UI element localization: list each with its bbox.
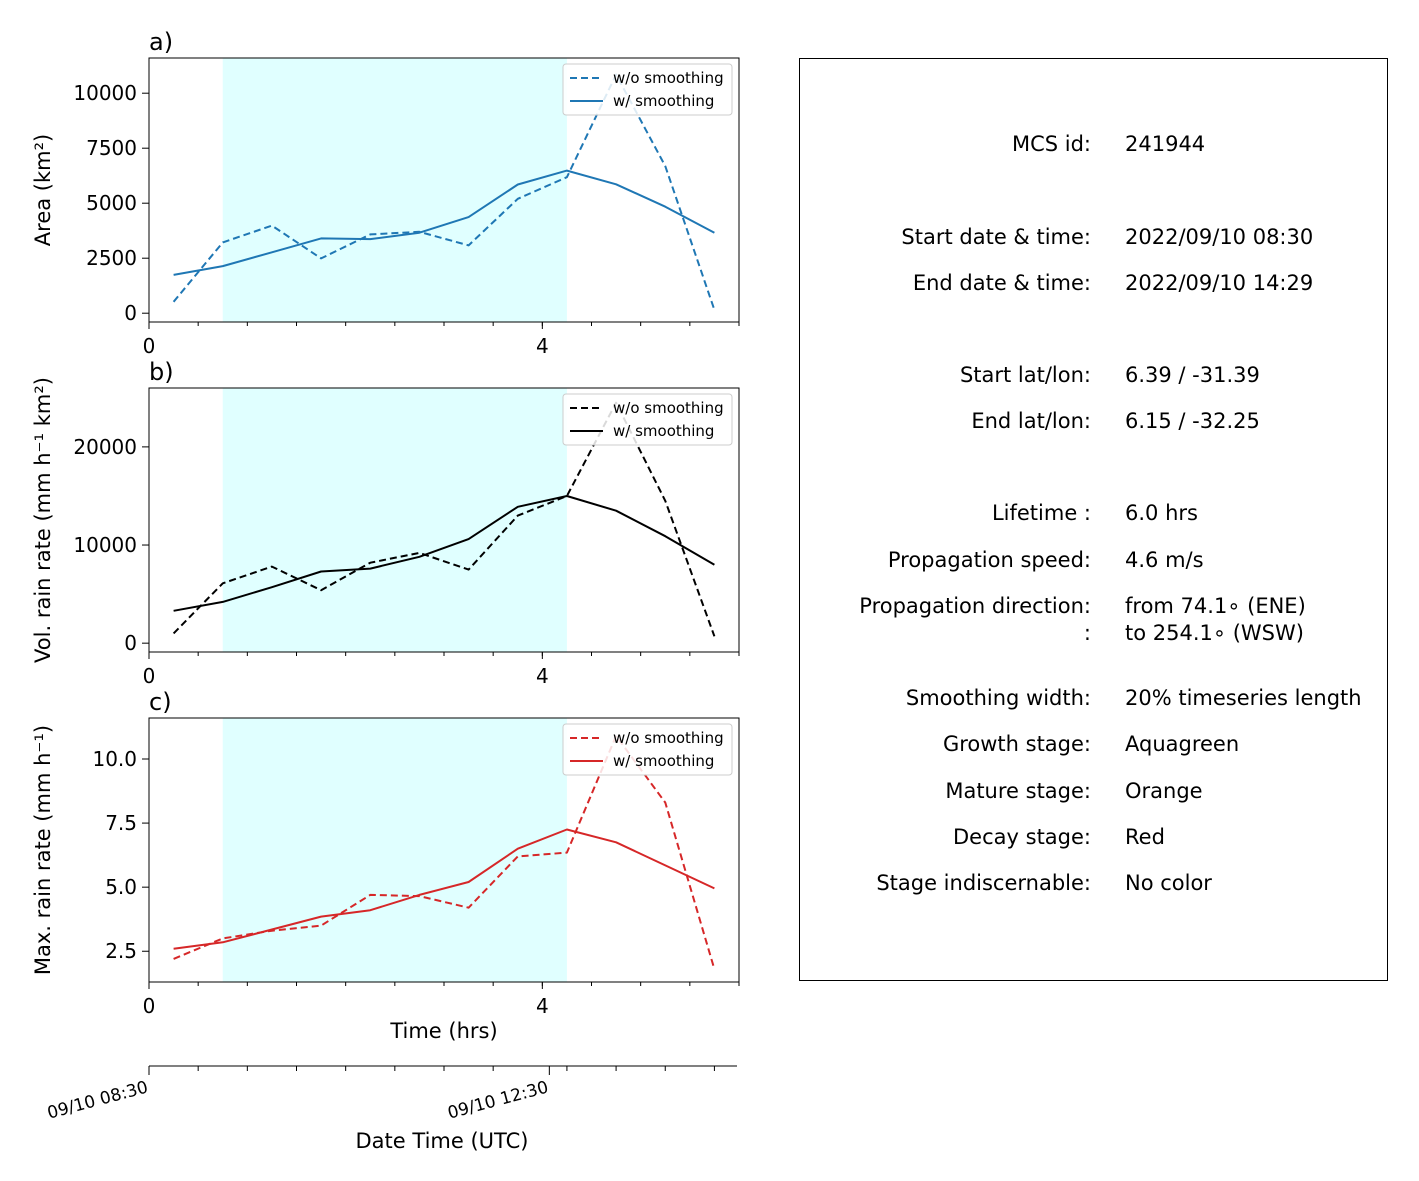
date-tick-label: 09/10 08:30: [45, 1078, 150, 1124]
legend-entry: w/ smoothing: [613, 422, 714, 440]
info-value: Orange: [1125, 779, 1203, 803]
legend-entry: w/o smoothing: [613, 399, 724, 417]
growth-stage-band: [222, 718, 567, 982]
legend-entry: w/o smoothing: [613, 69, 724, 87]
info-key: Start date & time:: [901, 225, 1091, 249]
series-line-smoothed: [173, 169, 715, 276]
info-value: 20% timeseries length: [1125, 686, 1362, 710]
date-tick-label: 09/10 12:30: [446, 1078, 551, 1124]
legend: w/o smoothing w/ smoothing: [562, 63, 733, 116]
panel-label: b): [149, 358, 174, 386]
info-key: Decay stage:: [953, 825, 1091, 849]
info-key: Lifetime :: [991, 501, 1091, 525]
info-value: Aquagreen: [1125, 732, 1240, 756]
chart-panel-3: 2.5 5.0 7.5 10.0 0 4 Max. rain rate (mm h⁻¹) c)…: [31, 688, 740, 1043]
y-axis-label: Area (km²): [31, 134, 55, 246]
series-line-smoothed: [173, 828, 715, 950]
info-value: 2022/09/10 08:30: [1125, 225, 1314, 249]
info-key: MCS id:: [1011, 132, 1091, 156]
legend-box: [562, 723, 733, 776]
y-tick-label: 2500: [86, 246, 137, 270]
info-value: 6.15 / -32.25: [1125, 409, 1260, 433]
y-tick-label: 10000: [73, 533, 137, 557]
info-value: Red: [1125, 825, 1165, 849]
info-value: No color: [1125, 871, 1212, 895]
x-tick-label: 0: [143, 994, 156, 1018]
y-axis-label: Max. rain rate (mm h⁻¹): [31, 725, 55, 975]
legend: w/o smoothing w/ smoothing: [562, 393, 733, 446]
growth-stage-band: [222, 388, 567, 652]
y-tick-label: 7.5: [105, 811, 137, 835]
x-tick-label: 4: [536, 334, 549, 358]
panel-label: a): [149, 28, 173, 56]
info-key: Propagation direction:: [859, 594, 1091, 618]
info-key: Mature stage:: [945, 779, 1091, 803]
y-tick-label: 20000: [73, 435, 137, 459]
info-key: End lat/lon:: [971, 409, 1091, 433]
mcs-info-box: MCS id: 241944 Start date & time: 2022/09/1…: [799, 58, 1388, 981]
info-value: 4.6 m/s: [1125, 548, 1204, 572]
y-tick-label: 0: [124, 631, 137, 655]
info-key: Start lat/lon:: [959, 363, 1091, 387]
info-key: Stage indiscernable:: [876, 871, 1091, 895]
growth-stage-band: [222, 58, 567, 322]
info-value: 6.0 hrs: [1125, 501, 1198, 525]
y-tick-label: 7500: [86, 136, 137, 160]
x-axis-label: Time (hrs): [389, 1019, 497, 1043]
date-axis-label: Date Time (UTC): [356, 1129, 529, 1153]
legend-box: [562, 393, 733, 446]
info-key: Propagation speed:: [887, 548, 1091, 572]
info-value: 241944: [1125, 132, 1206, 156]
info-value: 2022/09/10 14:29: [1125, 271, 1314, 295]
chart-panels: 0 2500 5000 7500 10000 0 4 Area (km²) a) w/o smoo…: [31, 28, 740, 1043]
y-axis-label: Vol. rain rate (mm h⁻¹ km²): [31, 377, 55, 663]
legend-entry: w/o smoothing: [613, 729, 724, 747]
panel-label: c): [149, 688, 172, 716]
y-tick-label: 5000: [86, 191, 137, 215]
info-key: :: [1083, 621, 1091, 645]
info-value: from 74.1∘ (ENE): [1125, 594, 1306, 618]
chart-panel-2: 0 10000 20000 0 4 Vol. rain rate (mm h⁻¹ km²)…: [31, 358, 740, 688]
x-tick-label: 0: [143, 664, 156, 688]
x-tick-label: 0: [143, 334, 156, 358]
info-key: Smoothing width:: [905, 686, 1091, 710]
info-key: End date & time:: [912, 271, 1091, 295]
y-tick-label: 5.0: [105, 875, 137, 899]
legend-entry: w/ smoothing: [613, 92, 714, 110]
chart-panel-1: 0 2500 5000 7500 10000 0 4 Area (km²) a) w/o smoo…: [31, 28, 740, 358]
x-tick-label: 4: [536, 664, 549, 688]
legend-box: [562, 63, 733, 116]
legend-entry: w/ smoothing: [613, 752, 714, 770]
info-value: 6.39 / -31.39: [1125, 363, 1260, 387]
y-tick-label: 0: [124, 301, 137, 325]
y-tick-label: 10.0: [92, 747, 137, 771]
y-tick-label: 2.5: [105, 939, 137, 963]
info-key: Growth stage:: [942, 732, 1091, 756]
info-value: to 254.1∘ (WSW): [1125, 621, 1304, 645]
legend: w/o smoothing w/ smoothing: [562, 723, 733, 776]
date-time-axis: 09/10 08:30 09/10 12:30 Date Time (UTC): [45, 1065, 737, 1153]
x-tick-label: 4: [536, 994, 549, 1018]
series-line-smoothed: [173, 495, 715, 612]
y-tick-label: 10000: [73, 81, 137, 105]
